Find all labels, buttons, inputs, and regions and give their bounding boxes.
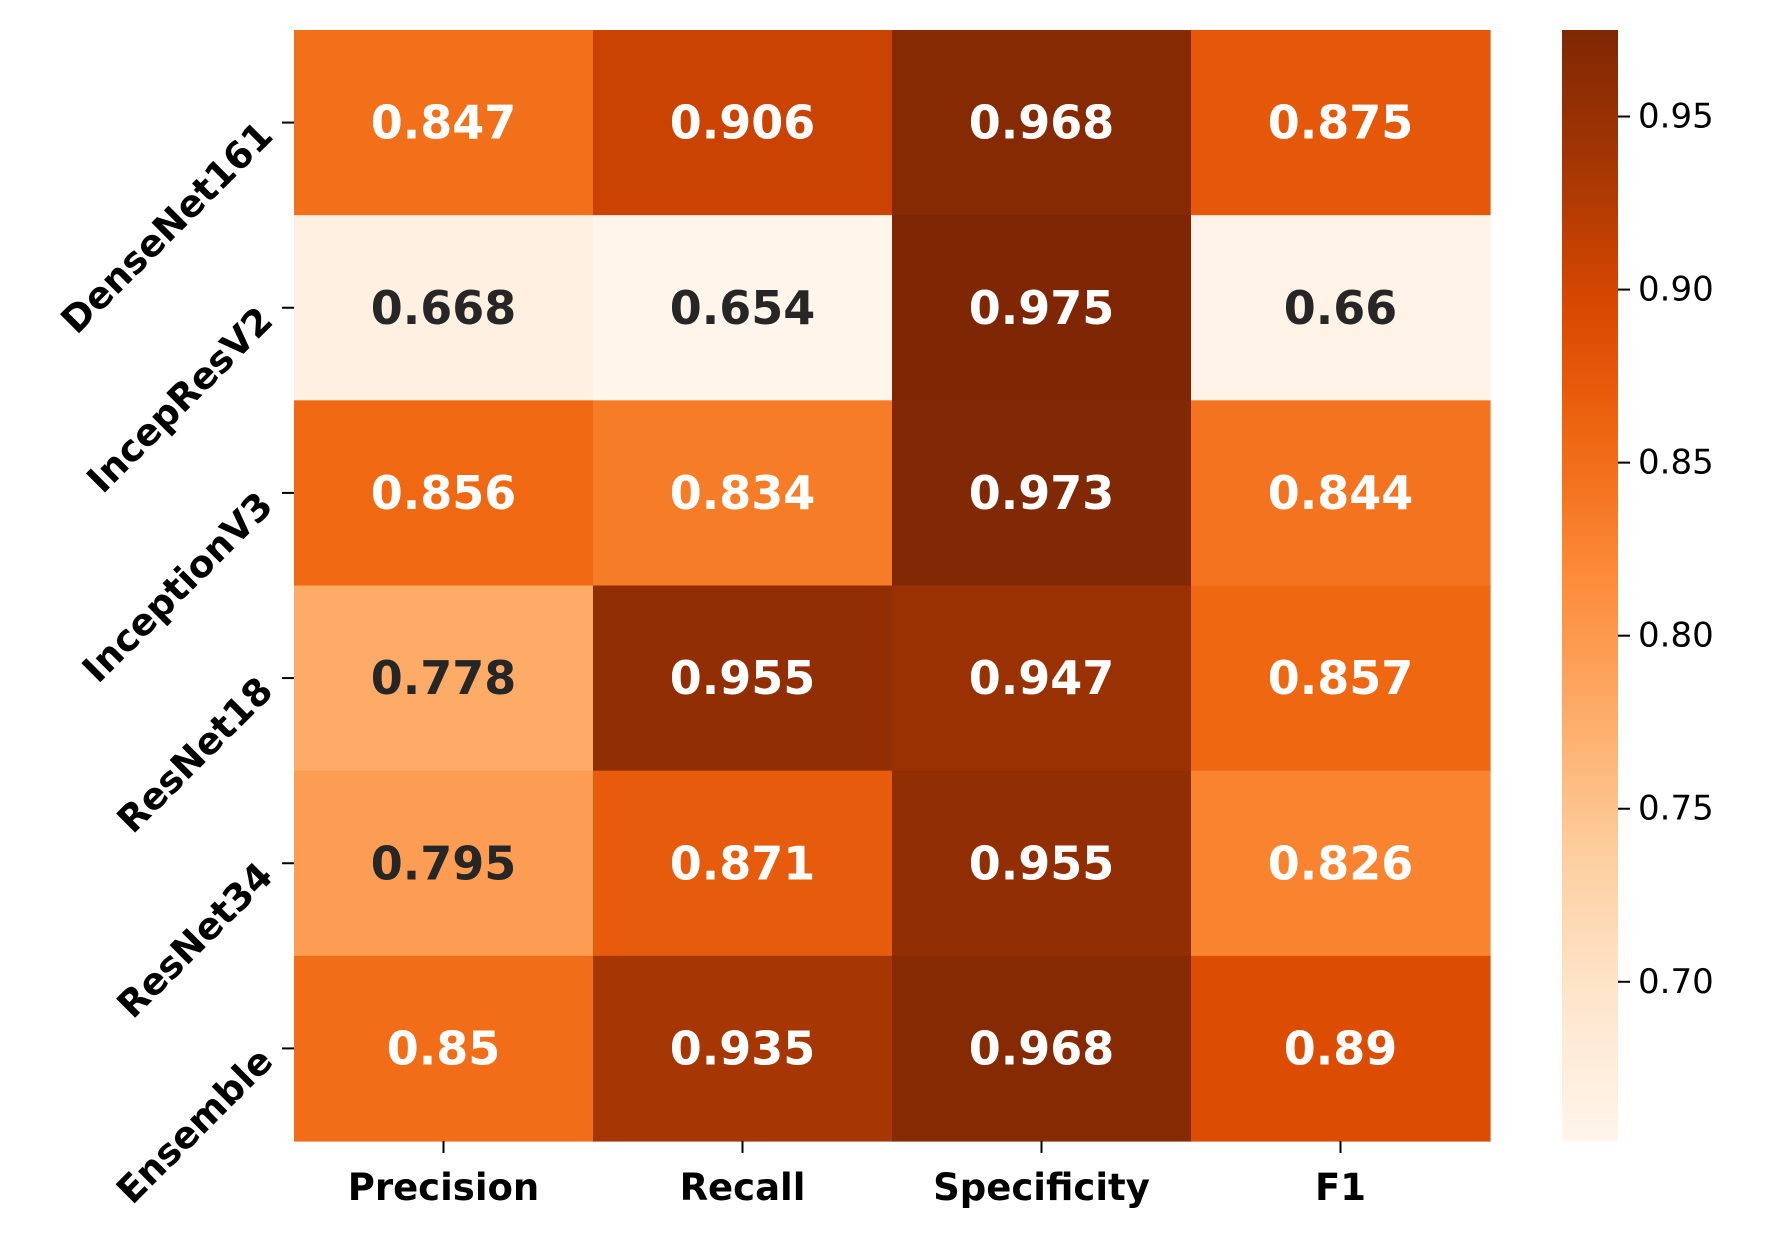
cell-value-label: 0.973 — [969, 466, 1115, 520]
y-tick-label: InceptionV3 — [74, 484, 281, 691]
cell-value-label: 0.795 — [371, 836, 517, 890]
cell-value-label: 0.947 — [969, 651, 1115, 705]
cell-value-label: 0.968 — [969, 96, 1115, 150]
heatmap-cell — [593, 400, 893, 587]
heatmap-cell — [1191, 215, 1491, 401]
heatmap-cell — [593, 585, 893, 772]
colorbar-tick-label: 0.95 — [1638, 97, 1714, 137]
heatmap-cell — [892, 955, 1192, 1142]
cell-value-label: 0.968 — [969, 1021, 1115, 1075]
cell-value-label: 0.975 — [969, 281, 1115, 335]
x-tick-label: Precision — [348, 1166, 540, 1209]
cell-value-label: 0.778 — [371, 651, 517, 705]
heatmap-cell — [1191, 585, 1491, 772]
heatmap-cell — [892, 770, 1192, 957]
cell-value-label: 0.847 — [371, 96, 517, 150]
colorbar-tick-label: 0.75 — [1638, 789, 1714, 829]
heatmap-cell — [892, 215, 1192, 401]
heatmap-cell — [294, 585, 594, 772]
heatmap-cell — [892, 585, 1192, 772]
heatmap-cell — [1191, 955, 1491, 1142]
y-tick-label: ResNet34 — [109, 854, 281, 1026]
cell-value-label: 0.955 — [969, 836, 1115, 890]
cell-value-label: 0.66 — [1284, 281, 1398, 335]
cell-value-label: 0.89 — [1284, 1021, 1398, 1075]
heatmap-cell — [593, 215, 893, 401]
heatmap-cell — [294, 955, 594, 1142]
colorbar-tick-label: 0.70 — [1638, 962, 1714, 1002]
heatmap-cell — [892, 30, 1192, 216]
heatmap-cell — [1191, 400, 1491, 587]
cell-value-label: 0.935 — [670, 1021, 816, 1075]
heatmap-cell — [294, 400, 594, 587]
heatmap-cell — [892, 400, 1192, 587]
cell-value-label: 0.871 — [670, 836, 816, 890]
cell-value-label: 0.654 — [670, 281, 816, 335]
x-tick-label: Specificity — [933, 1166, 1150, 1209]
heatmap-cell — [294, 30, 594, 216]
cell-value-label: 0.85 — [387, 1021, 501, 1075]
cell-value-label: 0.668 — [371, 281, 517, 335]
x-tick-label: Recall — [680, 1166, 806, 1209]
cell-value-label: 0.856 — [371, 466, 517, 520]
heatmap-cell — [294, 215, 594, 401]
cell-value-label: 0.834 — [670, 466, 816, 520]
heatmap-cell — [1191, 30, 1491, 216]
heatmap-cell — [593, 30, 893, 216]
cell-value-label: 0.857 — [1268, 651, 1414, 705]
heatmap-cell — [1191, 770, 1491, 957]
cell-value-label: 0.844 — [1268, 466, 1414, 520]
colorbar: 0.70 0.75 0.80 0.85 0.90 0.95 — [1562, 30, 1714, 1141]
y-tick-label: Ensemble — [108, 1039, 281, 1212]
heatmap-cells: 0.847 0.906 0.968 0.875 0.668 0.654 0.975 0.66 0… — [294, 30, 1491, 1142]
colorbar-tick-label: 0.80 — [1638, 616, 1714, 656]
cell-value-label: 0.955 — [670, 651, 816, 705]
cell-value-label: 0.906 — [670, 96, 816, 150]
heatmap-cell — [593, 955, 893, 1142]
heatmap-cell — [294, 770, 594, 957]
colorbar-tick-label: 0.85 — [1638, 443, 1714, 483]
heatmap-cell — [593, 770, 893, 957]
cell-value-label: 0.826 — [1268, 836, 1414, 890]
colorbar-gradient — [1562, 30, 1618, 1141]
cell-value-label: 0.875 — [1268, 96, 1414, 150]
y-tick-label: ResNet18 — [109, 669, 281, 841]
colorbar-tick-label: 0.90 — [1638, 270, 1714, 310]
x-tick-label: F1 — [1315, 1166, 1366, 1209]
y-axis: DenseNet161IncepResV2InceptionV3ResNet18… — [53, 113, 294, 1212]
y-tick-label: IncepResV2 — [79, 299, 282, 502]
x-axis: Precision Recall Specificity F1 — [348, 1141, 1366, 1209]
